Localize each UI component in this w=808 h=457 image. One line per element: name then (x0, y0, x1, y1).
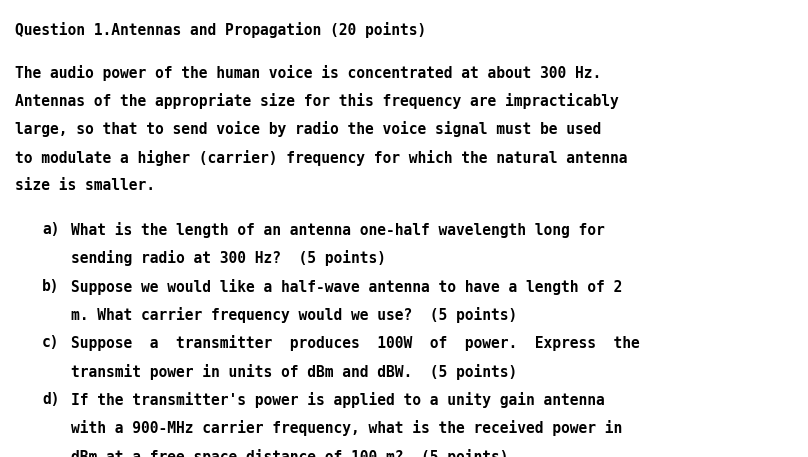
Text: size is smaller.: size is smaller. (15, 178, 154, 193)
Text: If the transmitter's power is applied to a unity gain antenna: If the transmitter's power is applied to… (71, 392, 605, 408)
Text: transmit power in units of dBm and dBW.  (5 points): transmit power in units of dBm and dBW. … (71, 364, 517, 380)
Text: b): b) (42, 279, 60, 294)
Text: Question 1.Antennas and Propagation (20 points): Question 1.Antennas and Propagation (20 … (15, 22, 426, 38)
Text: d): d) (42, 392, 60, 407)
Text: Suppose  a  transmitter  produces  100W  of  power.  Express  the: Suppose a transmitter produces 100W of p… (71, 335, 640, 351)
Text: to modulate a higher (carrier) frequency for which the natural antenna: to modulate a higher (carrier) frequency… (15, 150, 627, 166)
Text: Suppose we would like a half-wave antenna to have a length of 2: Suppose we would like a half-wave antenn… (71, 279, 622, 295)
Text: dBm at a free space distance of 100 m?  (5 points): dBm at a free space distance of 100 m? (… (71, 449, 508, 457)
Text: with a 900-MHz carrier frequency, what is the received power in: with a 900-MHz carrier frequency, what i… (71, 420, 622, 436)
Text: The audio power of the human voice is concentrated at about 300 Hz.: The audio power of the human voice is co… (15, 65, 601, 81)
Text: sending radio at 300 Hz?  (5 points): sending radio at 300 Hz? (5 points) (71, 250, 386, 266)
Text: a): a) (42, 222, 60, 237)
Text: Antennas of the appropriate size for this frequency are impracticably: Antennas of the appropriate size for thi… (15, 93, 618, 109)
Text: m. What carrier frequency would we use?  (5 points): m. What carrier frequency would we use? … (71, 307, 517, 323)
Text: What is the length of an antenna one-half wavelength long for: What is the length of an antenna one-hal… (71, 222, 605, 238)
Text: large, so that to send voice by radio the voice signal must be used: large, so that to send voice by radio th… (15, 122, 601, 138)
Text: c): c) (42, 335, 60, 351)
